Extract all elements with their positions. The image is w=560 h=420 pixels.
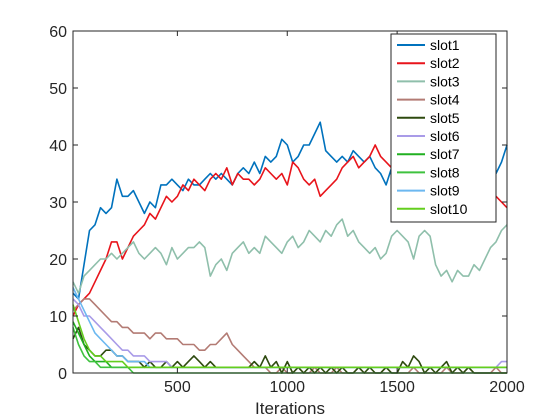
legend-label: slot2 [430,55,460,71]
series-line-slot3 [72,218,508,295]
series-line-slot10 [72,304,507,369]
legend-label: slot4 [430,92,460,108]
legend-label: slot7 [430,146,460,162]
legend-label: slot1 [430,37,460,53]
y-tick-label: 20 [49,252,67,269]
y-tick-label: 0 [58,366,67,383]
legend-label: slot10 [430,201,468,217]
y-tick-label: 50 [49,81,67,98]
ticks-layer: 0 10 20 30 40 50 60 500 1000 1500 2000 [49,24,525,396]
legend-label: slot6 [430,128,460,144]
y-tick-label: 10 [49,309,67,326]
legend-label: slot5 [430,110,460,126]
y-tick-label: 30 [49,195,67,212]
legend-label: slot9 [430,183,460,199]
x-tick-label: 1500 [379,379,415,396]
x-tick-label: 1000 [269,379,305,396]
x-tick-label: 500 [164,379,191,396]
legend-label: slot8 [430,164,460,180]
y-tick-label: 60 [49,24,67,41]
legend-label: slot3 [430,73,460,89]
x-tick-label: 2000 [489,379,525,396]
legend: slot1 slot2 slot3 slot4 slot5 slot6 slot7 slot8… [390,33,497,223]
y-tick-label: 40 [49,138,67,155]
x-axis-label: Iterations [255,399,325,418]
